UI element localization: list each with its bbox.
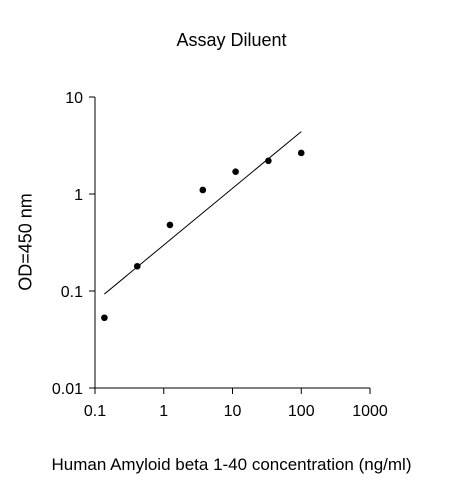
x-tick-label: 0.1	[84, 403, 106, 420]
y-tick-label: 1	[74, 187, 83, 204]
y-tick-label: 10	[65, 90, 83, 107]
x-tick-label: 10	[224, 403, 242, 420]
data-point	[232, 168, 239, 175]
y-tick-label: 0.1	[61, 284, 83, 301]
fit-line	[104, 131, 302, 295]
data-point	[297, 149, 305, 157]
chart-title: Assay Diluent	[176, 30, 287, 50]
fit-line-group	[104, 131, 302, 295]
x-tick-label: 1000	[352, 403, 388, 420]
x-tick-label: 100	[288, 403, 315, 420]
data-points	[101, 149, 305, 322]
y-tick-label: 0.01	[52, 381, 83, 398]
data-point	[166, 221, 174, 229]
data-point	[133, 262, 141, 270]
data-point	[199, 186, 207, 194]
data-point	[265, 157, 272, 165]
x-tick-label: 1	[159, 403, 168, 420]
data-point	[101, 314, 108, 322]
x-axis-label: Human Amyloid beta 1-40 concentration (n…	[51, 455, 412, 474]
